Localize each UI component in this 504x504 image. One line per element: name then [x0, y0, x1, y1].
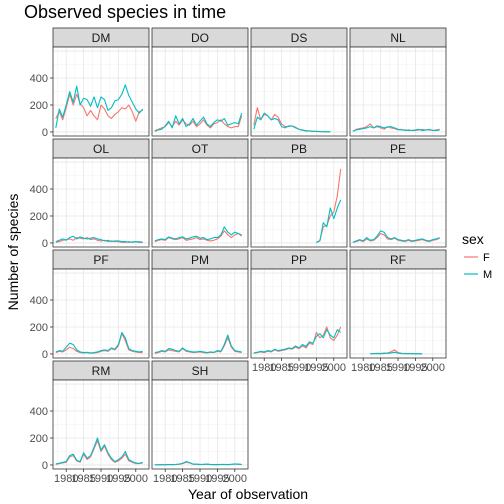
panel-border — [349, 157, 447, 248]
facet-PE: PE — [349, 138, 447, 248]
panel-border — [349, 46, 447, 137]
legend: sex FM — [462, 231, 492, 281]
facet-label: PB — [291, 142, 307, 156]
facet-PB: PB — [250, 138, 348, 248]
x-tick-label: 2000 — [223, 473, 247, 485]
facet-PM: PM — [151, 249, 249, 359]
x-tick-label: 1990 — [188, 473, 212, 485]
series-line-M — [316, 199, 342, 244]
x-tick-label: 2000 — [124, 473, 148, 485]
x-tick-label: 1985 — [71, 473, 95, 485]
facet-DO: DO — [151, 27, 249, 137]
series-line-F — [253, 326, 342, 354]
x-tick-label: 1980 — [351, 362, 375, 374]
x-tick-label: 1995 — [403, 362, 427, 374]
facet-label: PP — [291, 253, 307, 267]
y-tick-label: 0 — [42, 349, 48, 361]
series-line-F — [352, 232, 440, 243]
x-tick-label: 1980 — [252, 362, 276, 374]
facet-OL: OL 0 200 400 — [30, 138, 150, 250]
series-line-M — [154, 461, 242, 466]
series-line-M — [370, 351, 423, 355]
y-tick-label: 400 — [30, 73, 48, 85]
x-tick-label: 1985 — [170, 473, 194, 485]
y-axis-title: Number of species — [5, 194, 21, 311]
x-tick-label: 1995 — [106, 473, 130, 485]
x-tick-label: 1990 — [386, 362, 410, 374]
x-tick-label: 1980 — [153, 473, 177, 485]
panel-border — [52, 46, 150, 137]
facet-label: DM — [92, 31, 111, 45]
x-tick-label: 2000 — [421, 362, 445, 374]
y-tick-label: 200 — [30, 322, 48, 334]
x-tick-label: 2000 — [322, 362, 346, 374]
x-tick-label: 1980 — [54, 473, 78, 485]
panel-border — [250, 46, 348, 137]
y-tick-label: 200 — [30, 100, 48, 112]
facet-DS: DS — [250, 27, 348, 137]
series-line-M — [154, 226, 242, 242]
series-line-F — [55, 93, 143, 122]
panel-border — [250, 157, 348, 248]
facet-label: NL — [390, 31, 406, 45]
panel-border — [52, 268, 150, 359]
facet-label: RF — [390, 253, 406, 267]
series-line-M — [253, 329, 342, 354]
facet-NL: NL — [349, 27, 447, 137]
x-tick-label: 1990 — [287, 362, 311, 374]
series-line-F — [154, 230, 243, 243]
series-line-M — [253, 112, 331, 133]
facet-label: OT — [192, 142, 209, 156]
facet-label: SH — [192, 364, 209, 378]
x-tick-label: 1985 — [269, 362, 293, 374]
facet-label: PM — [191, 253, 209, 267]
panel-border — [151, 268, 249, 359]
legend-label: F — [483, 252, 490, 264]
series-line-M — [154, 334, 242, 354]
panel-border — [151, 157, 249, 248]
y-tick-label: 200 — [30, 433, 48, 445]
legend-title: sex — [462, 231, 484, 247]
panel-border — [151, 46, 249, 137]
facet-OT: OT — [151, 138, 249, 248]
x-axis-title: Year of observation — [188, 486, 308, 502]
y-tick-label: 0 — [42, 460, 48, 472]
series-line-M — [352, 125, 440, 132]
y-tick-label: 0 — [42, 238, 48, 250]
chart-title: Observed species in time — [24, 2, 226, 22]
series-line-M — [352, 230, 440, 243]
y-tick-label: 200 — [30, 211, 48, 223]
x-tick-label: 1990 — [89, 473, 113, 485]
facet-PF: PF 0 200 400 — [30, 249, 150, 361]
series-line-M — [55, 235, 143, 243]
legend-label: M — [483, 269, 492, 281]
y-tick-label: 400 — [30, 184, 48, 196]
series-line-M — [55, 437, 143, 465]
y-tick-label: 400 — [30, 406, 48, 418]
x-tick-label: 1995 — [205, 473, 229, 485]
y-tick-label: 400 — [30, 295, 48, 307]
panel-border — [52, 157, 150, 248]
y-tick-label: 0 — [42, 127, 48, 139]
x-tick-label: 1995 — [304, 362, 328, 374]
facet-label: RM — [92, 364, 111, 378]
facet-label: PF — [93, 253, 108, 267]
series-line-M — [55, 331, 143, 354]
facet-label: OL — [93, 142, 109, 156]
series-line-F — [55, 440, 143, 465]
facet-label: DO — [191, 31, 209, 45]
facet-DM: DM 0 200 400 — [30, 27, 150, 139]
facet-label: DS — [291, 31, 308, 45]
series-line-M — [154, 112, 243, 132]
facet-label: PE — [390, 142, 406, 156]
x-tick-label: 1985 — [368, 362, 392, 374]
series-line-M — [55, 84, 144, 129]
